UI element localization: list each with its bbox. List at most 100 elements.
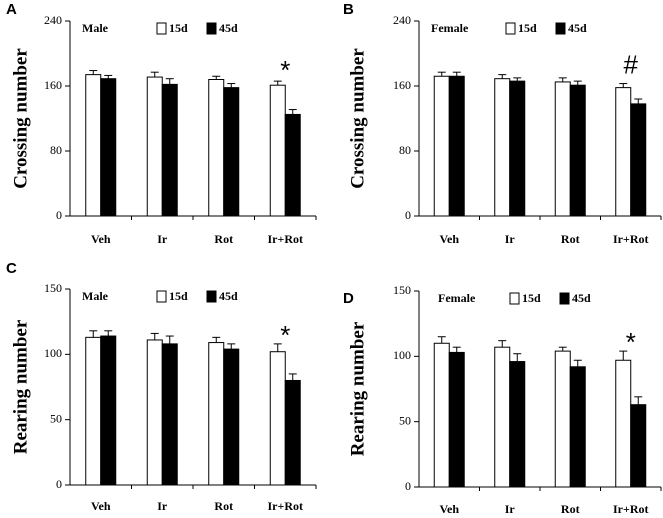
bar-15d <box>615 359 632 488</box>
y-tick-label: 80 <box>50 143 62 157</box>
bar-45d <box>284 113 301 217</box>
legend-swatch-45d <box>555 22 566 35</box>
significance-marker: * <box>280 320 290 350</box>
x-category-label: Ir+Rot <box>268 232 304 246</box>
bar-15d <box>433 75 450 217</box>
y-tick-label: 50 <box>399 413 411 427</box>
y-tick-label: 0 <box>405 479 411 493</box>
x-category-label: Ir <box>157 499 168 513</box>
bar-15d <box>433 342 450 488</box>
legend-label: 45d <box>568 21 587 35</box>
bar-45d <box>161 83 178 217</box>
bar-15d <box>494 346 511 488</box>
y-tick-label: 0 <box>405 208 411 222</box>
y-tick-label: 160 <box>393 78 411 92</box>
bar-15d <box>146 339 163 486</box>
bar-15d <box>208 342 225 486</box>
panel-letter: B <box>343 1 354 18</box>
bar-45d <box>223 87 240 217</box>
bar-15d <box>85 336 102 486</box>
x-category-label: Ir+Rot <box>268 499 304 513</box>
bar-45d <box>448 351 465 488</box>
y-axis-label: Crossing number <box>10 48 31 189</box>
chart-panel-c: C Rearing number 0 50 100 150 Veh Ir Rot Ir+Rot * M… <box>6 260 317 513</box>
y-tick-label: 0 <box>56 208 62 222</box>
bar-45d <box>100 335 117 486</box>
bar-45d <box>569 366 586 488</box>
x-category-label: Ir <box>505 502 516 516</box>
bar-45d <box>223 348 240 486</box>
legend-swatch-15d <box>156 290 167 303</box>
panel-letter: A <box>6 1 17 18</box>
bar-45d <box>448 75 465 217</box>
bar-15d <box>615 87 632 217</box>
legend-swatch-15d <box>156 22 167 35</box>
legend-swatch-15d <box>509 292 520 305</box>
bar-15d <box>269 351 286 486</box>
sex-label: Male <box>82 21 109 35</box>
sex-label: Male <box>82 289 109 303</box>
x-category-label: Rot <box>214 232 233 246</box>
legend-label: 45d <box>219 21 238 35</box>
significance-marker: # <box>624 50 639 80</box>
significance-marker: * <box>626 327 636 357</box>
panel-letter: C <box>6 260 17 277</box>
legend-label: 45d <box>219 289 238 303</box>
bar-15d <box>269 84 286 217</box>
chart-panel-d: D Rearing number 0 50 100 150 Veh Ir Rot Ir+Rot * F… <box>343 283 662 516</box>
bar-45d <box>630 103 647 217</box>
bar-15d <box>85 74 102 217</box>
sex-label: Female <box>438 291 476 305</box>
x-category-label: Ir+Rot <box>613 232 649 246</box>
x-category-label: Veh <box>439 502 459 516</box>
x-category-label: Rot <box>561 502 580 516</box>
legend-label: 15d <box>522 291 541 305</box>
x-category-label: Rot <box>561 232 580 246</box>
legend-swatch-15d <box>505 22 516 35</box>
chart-panel-a: A Crossing number 0 80 160 240 Veh Ir Rot Ir+Rot *… <box>6 1 317 246</box>
y-tick-label: 240 <box>393 13 411 27</box>
y-axis-label: Rearing number <box>10 319 31 454</box>
y-tick-label: 150 <box>393 283 411 297</box>
bar-45d <box>569 84 586 217</box>
y-tick-label: 160 <box>44 78 62 92</box>
x-category-label: Ir+Rot <box>613 502 649 516</box>
legend-swatch-45d <box>206 290 217 303</box>
y-axis-label: Rearing number <box>347 321 368 456</box>
x-category-label: Veh <box>439 232 459 246</box>
bar-15d <box>494 78 511 217</box>
x-category-label: Veh <box>91 499 111 513</box>
x-category-label: Veh <box>91 232 111 246</box>
y-axis-label: Crossing number <box>347 48 368 189</box>
bar-45d <box>630 404 647 488</box>
bar-15d <box>208 79 225 217</box>
y-tick-label: 150 <box>44 281 62 295</box>
sex-label: Female <box>431 21 469 35</box>
bar-45d <box>161 343 178 486</box>
bar-15d <box>554 350 571 488</box>
legend-label: 15d <box>518 21 537 35</box>
y-tick-label: 240 <box>44 13 62 27</box>
x-category-label: Ir <box>505 232 516 246</box>
x-category-label: Ir <box>157 232 168 246</box>
bar-15d <box>554 81 571 217</box>
y-tick-label: 0 <box>56 477 62 491</box>
y-tick-label: 50 <box>50 411 62 425</box>
bar-15d <box>146 76 163 217</box>
y-tick-label: 80 <box>399 143 411 157</box>
chart-panel-b: B Crossing number 0 80 160 240 Veh Ir Rot Ir+Rot #… <box>343 1 662 246</box>
panel-letter: D <box>343 290 354 307</box>
legend-swatch-45d <box>559 292 570 305</box>
bar-45d <box>509 361 526 488</box>
legend-label: 15d <box>169 21 188 35</box>
legend-swatch-45d <box>206 22 217 35</box>
bar-45d <box>509 80 526 217</box>
y-tick-label: 100 <box>44 346 62 360</box>
bar-45d <box>284 379 301 486</box>
legend-label: 15d <box>169 289 188 303</box>
significance-marker: * <box>280 55 290 85</box>
legend-label: 45d <box>572 291 591 305</box>
x-category-label: Rot <box>214 499 233 513</box>
y-tick-label: 100 <box>393 348 411 362</box>
